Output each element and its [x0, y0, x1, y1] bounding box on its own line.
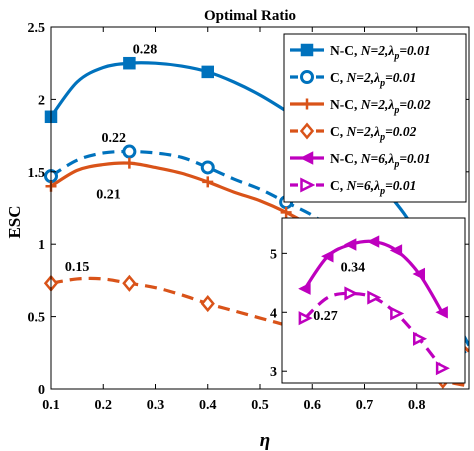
peak-annotation: 0.22: [101, 131, 126, 146]
plus-marker: [280, 206, 292, 218]
legend-entry: C, N=6,λp=0.01: [290, 177, 416, 197]
legend-entry: N-C, N=2,λp=0.01: [290, 43, 431, 62]
triangle-left-marker: [389, 244, 403, 257]
triangle-left-marker: [366, 235, 380, 248]
series-line: [51, 276, 469, 388]
x-tick-label: 0.2: [95, 398, 113, 413]
triangle-right-marker: [390, 306, 405, 321]
triangle-right-marker: [413, 331, 428, 346]
legend-entry: C, N=2,λp=0.02: [290, 122, 417, 143]
triangle-left-marker: [298, 282, 311, 295]
series-triangle-left-solid: [298, 235, 448, 319]
plus-marker: [202, 176, 214, 188]
x-tick-label: 0.3: [147, 398, 165, 413]
inset-y-tick-label: 3: [270, 365, 277, 380]
triangle-left-marker: [435, 306, 448, 319]
inset-peak-annotation: 0.27: [313, 309, 338, 324]
x-tick-label: 0.6: [304, 398, 322, 413]
y-tick-label: 2: [38, 93, 45, 108]
circle-marker: [122, 144, 137, 159]
x-tick-label: 0.5: [251, 398, 269, 413]
legend-label: N-C, N=2,λp=0.01: [330, 43, 431, 62]
triangle-right-marker: [298, 311, 313, 326]
peak-annotation: 0.15: [65, 260, 90, 275]
inset-y-tick-label: 5: [270, 247, 277, 262]
legend-entry: N-C, N=6,λp=0.01: [290, 151, 431, 170]
square-marker: [201, 65, 214, 79]
diamond-marker: [200, 295, 215, 313]
y-tick-label: 1: [38, 238, 45, 253]
x-tick-label: 0.4: [199, 398, 217, 413]
legend-label: C, N=2,λp=0.01: [330, 70, 416, 89]
triangle-left-marker: [321, 250, 334, 263]
triangle-right-marker: [344, 286, 359, 301]
series-triangle-right-dashed: [298, 286, 450, 376]
inset-y-tick-label: 4: [270, 306, 277, 321]
inset-plot-area: 3 4 5 0.34 0.27: [270, 217, 466, 384]
legend-label: N-C, N=6,λp=0.01: [330, 151, 431, 170]
y-axis-label: ESC: [5, 205, 24, 238]
circle-marker: [200, 160, 215, 175]
y-tick-label: 0.5: [28, 311, 46, 326]
legend-box: [283, 33, 467, 203]
diamond-marker: [122, 274, 137, 292]
square-marker: [123, 56, 136, 70]
triangle-left-marker: [343, 238, 357, 251]
inset-peak-annotation: 0.34: [341, 260, 366, 275]
diamond-marker: [299, 122, 315, 140]
inset-frame: [281, 217, 466, 384]
triangle-left-marker: [299, 151, 314, 165]
peak-annotation: 0.28: [133, 43, 158, 58]
square-marker: [300, 43, 314, 57]
x-tick-label: 0.1: [42, 398, 60, 413]
triangle-right-marker: [435, 361, 450, 376]
plus-marker: [123, 157, 135, 169]
legend-label: C, N=2,λp=0.02: [330, 124, 417, 143]
triangle-right-marker: [367, 290, 382, 305]
x-tick-label: 0.8: [408, 398, 426, 413]
triangle-right-marker: [300, 177, 316, 193]
y-tick-label: 0: [38, 383, 45, 398]
circle-marker: [300, 70, 314, 84]
legend-label: N-C, N=2,λp=0.02: [330, 97, 431, 116]
x-axis-label: η: [260, 430, 270, 451]
chart-title: Optimal Ratio: [204, 8, 296, 24]
series-line: [51, 61, 469, 347]
legend-entry: N-C, N=2,λp=0.02: [290, 97, 431, 116]
y-tick-label: 2.5: [28, 21, 46, 36]
legend-label: C, N=6,λp=0.01: [330, 178, 416, 197]
x-tick-label: 0.7: [356, 398, 374, 413]
plus-marker: [301, 98, 313, 110]
y-tick-label: 1.5: [28, 166, 46, 181]
legend-entry: C, N=2,λp=0.01: [290, 70, 416, 89]
peak-annotation: 0.21: [96, 188, 121, 203]
triangle-left-marker: [412, 267, 425, 281]
legend: N-C, N=2,λp=0.01 C, N=2,λp=0.01 N-C, N=2,λ…: [283, 33, 467, 203]
